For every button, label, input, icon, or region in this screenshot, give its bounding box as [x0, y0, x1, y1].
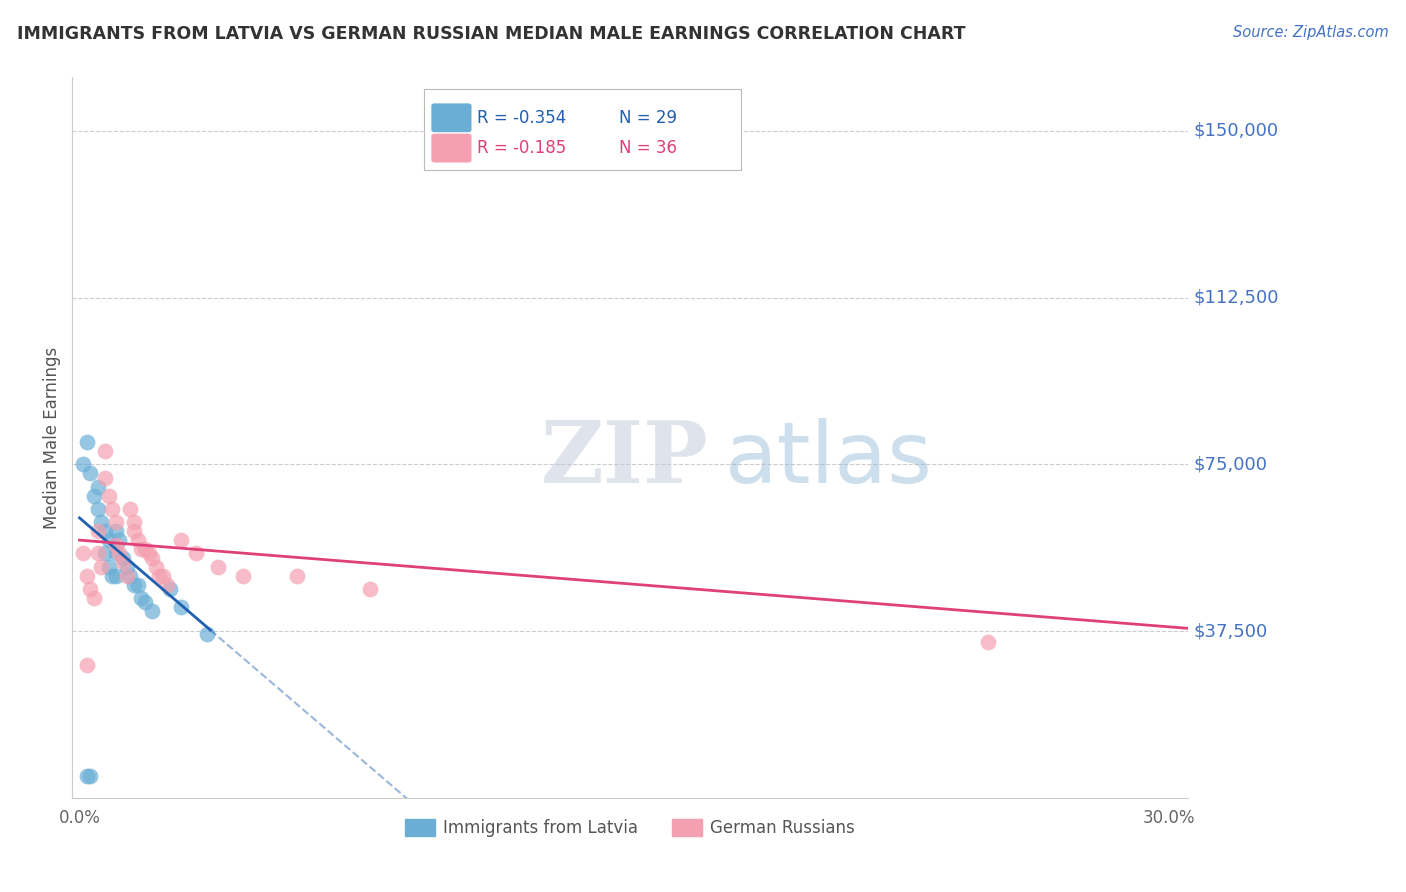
Point: [76, 769, 98, 783]
Text: IMMIGRANTS FROM LATVIA VS GERMAN RUSSIAN MEDIAN MALE EARNINGS CORRELATION CHART: IMMIGRANTS FROM LATVIA VS GERMAN RUSSIAN…: [17, 25, 966, 43]
Point: [145, 559, 167, 574]
Point: [287, 568, 309, 582]
Point: [159, 582, 181, 596]
Text: $75,000: $75,000: [1194, 456, 1267, 474]
Text: Source: ZipAtlas.com: Source: ZipAtlas.com: [1233, 25, 1389, 40]
Point: [104, 524, 127, 539]
Text: N = 36: N = 36: [619, 139, 676, 157]
Point: [83, 591, 105, 605]
FancyBboxPatch shape: [432, 103, 471, 132]
Point: [120, 502, 142, 516]
Point: [170, 599, 193, 614]
Point: [115, 568, 138, 582]
Point: [207, 559, 229, 574]
Point: [120, 568, 142, 582]
Point: [115, 559, 138, 574]
Point: [104, 537, 127, 551]
Point: [195, 626, 218, 640]
Point: [86, 524, 108, 539]
Point: [148, 568, 170, 582]
Text: ZIP: ZIP: [541, 417, 709, 501]
Text: $37,500: $37,500: [1194, 623, 1267, 640]
Point: [104, 546, 127, 560]
Point: [127, 577, 149, 591]
Point: [86, 546, 108, 560]
Point: [94, 524, 117, 539]
FancyBboxPatch shape: [423, 89, 741, 169]
Text: $150,000: $150,000: [1194, 122, 1278, 140]
Point: [76, 568, 98, 582]
Point: [129, 541, 152, 556]
Point: [122, 577, 145, 591]
Point: [977, 635, 1000, 649]
Point: [94, 471, 117, 485]
Point: [129, 591, 152, 605]
Point: [232, 568, 254, 582]
Legend: Immigrants from Latvia, German Russians: Immigrants from Latvia, German Russians: [398, 813, 862, 844]
Text: R = -0.185: R = -0.185: [477, 139, 567, 157]
Point: [101, 502, 124, 516]
Point: [152, 568, 174, 582]
Point: [97, 533, 120, 548]
Y-axis label: Median Male Earnings: Median Male Earnings: [44, 347, 60, 529]
FancyBboxPatch shape: [432, 134, 471, 162]
Text: N = 29: N = 29: [619, 109, 676, 127]
Point: [156, 577, 179, 591]
Point: [184, 546, 207, 560]
Point: [101, 568, 124, 582]
Point: [76, 435, 98, 450]
Point: [141, 604, 163, 618]
Point: [138, 546, 160, 560]
Point: [90, 559, 112, 574]
Text: atlas: atlas: [724, 418, 932, 501]
Point: [134, 541, 156, 556]
Point: [76, 657, 98, 672]
Point: [86, 480, 108, 494]
Point: [94, 546, 117, 560]
Point: [72, 458, 94, 472]
Point: [94, 444, 117, 458]
Point: [83, 489, 105, 503]
Point: [122, 524, 145, 539]
Point: [359, 582, 381, 596]
Point: [122, 516, 145, 530]
Point: [72, 546, 94, 560]
Point: [86, 502, 108, 516]
Point: [108, 546, 131, 560]
Point: [134, 595, 156, 609]
Point: [97, 559, 120, 574]
Text: R = -0.354: R = -0.354: [477, 109, 567, 127]
Point: [112, 550, 135, 565]
Text: $112,500: $112,500: [1194, 289, 1278, 307]
Point: [104, 516, 127, 530]
Point: [79, 582, 101, 596]
Point: [127, 533, 149, 548]
Point: [79, 769, 101, 783]
Point: [79, 467, 101, 481]
Point: [141, 550, 163, 565]
Point: [97, 489, 120, 503]
Point: [108, 533, 131, 548]
Point: [112, 555, 135, 569]
Point: [104, 568, 127, 582]
Point: [170, 533, 193, 548]
Point: [90, 516, 112, 530]
